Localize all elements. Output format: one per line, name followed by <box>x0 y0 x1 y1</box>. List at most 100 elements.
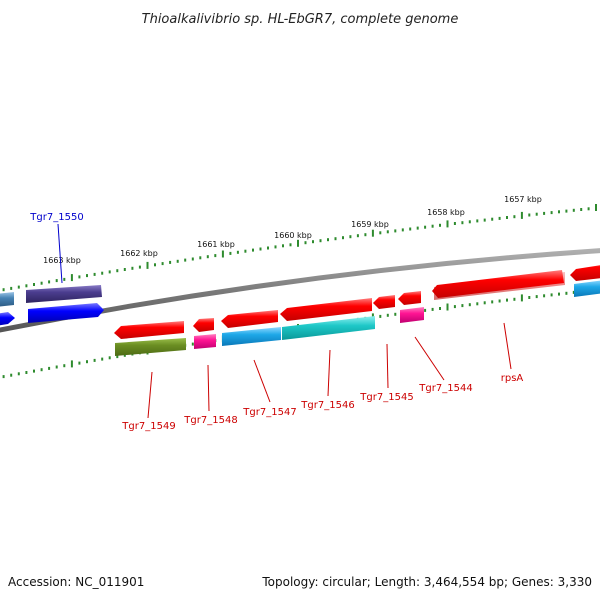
gene-label-Tgr7-1550[interactable]: Tgr7_1550 <box>29 212 83 223</box>
scale-tick-minor <box>424 225 427 229</box>
gene-arrow-rpsA[interactable] <box>432 270 564 298</box>
scale-tick-minor <box>528 213 531 217</box>
scale-tick-minor <box>356 234 359 238</box>
scale-tick-minor <box>416 226 419 230</box>
scale-tick-minor <box>394 229 397 233</box>
gene-label-Tgr7-1546[interactable]: Tgr7_1546 <box>300 400 354 411</box>
scale-tick-minor <box>2 375 5 379</box>
scale-label: 1663 kbp <box>43 256 81 265</box>
scale-tick-minor <box>184 258 187 262</box>
scale-tick-minor <box>565 209 568 213</box>
scale-tick-minor <box>116 355 119 359</box>
scale-tick-major <box>520 294 523 302</box>
scale-tick-minor <box>506 298 508 302</box>
scale-tick-minor <box>498 299 501 303</box>
gene-arrow[interactable] <box>570 260 600 281</box>
gene-label-Tgr7-1547[interactable]: Tgr7_1547 <box>242 407 296 418</box>
gene-arrow-Tgr7-1548[interactable] <box>193 318 214 332</box>
gene-arrow-Tgr7-1549[interactable] <box>114 321 184 339</box>
scale-tick-minor <box>572 290 575 294</box>
scale-tick-minor <box>55 365 58 369</box>
scale-tick-minor <box>40 368 43 372</box>
gene-label-rpsA[interactable]: rpsA <box>501 373 524 384</box>
scale-tick-minor <box>431 307 434 311</box>
gene-arrow[interactable] <box>0 312 15 326</box>
gene-arrow[interactable] <box>0 292 14 307</box>
scale-tick-minor <box>468 303 471 307</box>
scale-tick-minor <box>78 361 81 365</box>
scale-tick-minor <box>48 366 51 370</box>
gene-arrow-Tgr7-1544[interactable] <box>398 291 421 305</box>
scale-tick-minor <box>386 230 389 234</box>
scale-tick-minor <box>550 211 553 215</box>
scale-tick-minor <box>535 212 538 216</box>
scale-tick-minor <box>55 279 58 283</box>
scale-tick-minor <box>2 288 5 292</box>
scale-tick-minor <box>453 222 456 225</box>
gene-arrow[interactable] <box>26 285 102 303</box>
gene-arrow-Tgr7-1547[interactable] <box>221 310 278 328</box>
scale-tick-minor <box>206 255 209 259</box>
scale-tick-minor <box>528 296 531 299</box>
scale-tick-minor <box>334 237 337 241</box>
scale-tick-minor <box>304 241 307 245</box>
scale-tick-major <box>70 360 73 368</box>
scale-tick-minor <box>229 251 232 255</box>
gene-track <box>0 291 424 356</box>
scale-tick-minor <box>63 277 66 281</box>
map-title: Thioalkalivibrio sp. HL-EbGR7, complete … <box>142 12 459 27</box>
callout-line <box>327 349 331 397</box>
scale-tick-minor <box>108 356 111 360</box>
scale-tick-minor <box>138 265 141 269</box>
gene-arrow-Tgr7-1545[interactable] <box>373 295 395 309</box>
gene-label-Tgr7-1548[interactable]: Tgr7_1548 <box>183 415 237 426</box>
scale-tick-minor <box>236 250 239 254</box>
scale-label: 1660 kbp <box>274 231 312 240</box>
scale-tick-minor <box>401 228 404 232</box>
callout-line <box>503 322 512 370</box>
scale-tick-minor <box>25 371 28 374</box>
gene-block <box>400 307 424 323</box>
scale-tick-major <box>446 220 449 228</box>
scale-tick-minor <box>93 358 96 362</box>
scale-tick-minor <box>513 297 516 301</box>
gene-label-Tgr7-1549[interactable]: Tgr7_1549 <box>121 421 175 432</box>
scale-tick-minor <box>244 249 247 253</box>
gene-label-Tgr7-1544[interactable]: Tgr7_1544 <box>418 383 472 394</box>
scale-tick-minor <box>17 372 20 376</box>
scale-tick-minor <box>506 216 508 219</box>
gene-arrow[interactable] <box>574 280 600 297</box>
scale-tick-minor <box>543 211 546 215</box>
scale-tick-minor <box>10 286 13 290</box>
scale-tick-minor <box>565 291 568 295</box>
scale-tick-minor <box>274 245 277 249</box>
gene-label-Tgr7-1545[interactable]: Tgr7_1545 <box>359 392 413 403</box>
scale-tick-minor <box>161 262 164 266</box>
callout-line <box>386 343 389 389</box>
scale-tick-minor <box>25 284 28 288</box>
gene-arrow-Tgr7-1546[interactable] <box>280 298 372 321</box>
scale-tick-minor <box>409 227 412 231</box>
scale-tick-major <box>297 239 299 247</box>
scale-label: 1659 kbp <box>351 220 389 229</box>
gene-labels: Tgr7_1550 Tgr7_1549 Tgr7_1548 Tgr7_1547 … <box>29 212 523 432</box>
callout-line <box>414 336 445 381</box>
scale-tick-minor <box>191 257 194 261</box>
scale-tick-minor <box>48 280 51 284</box>
scale-tick-major <box>595 204 597 211</box>
scale-tick-minor <box>259 247 262 251</box>
callout-lines <box>57 223 512 419</box>
scale-tick-minor <box>468 220 471 224</box>
scale-tick-minor <box>379 231 382 235</box>
callout-line <box>57 223 63 284</box>
scale-ruler-outer <box>2 204 597 292</box>
gene-arrow[interactable] <box>28 303 104 323</box>
scale-tick-minor <box>535 295 538 299</box>
scale-tick-minor <box>199 256 202 260</box>
scale-tick-minor <box>33 369 35 373</box>
topology-summary-text: Topology: circular; Length: 3,464,554 bp… <box>261 575 592 589</box>
scale-tick-minor <box>461 221 464 225</box>
scale-tick-minor <box>424 308 427 312</box>
scale-tick-minor <box>476 302 479 306</box>
